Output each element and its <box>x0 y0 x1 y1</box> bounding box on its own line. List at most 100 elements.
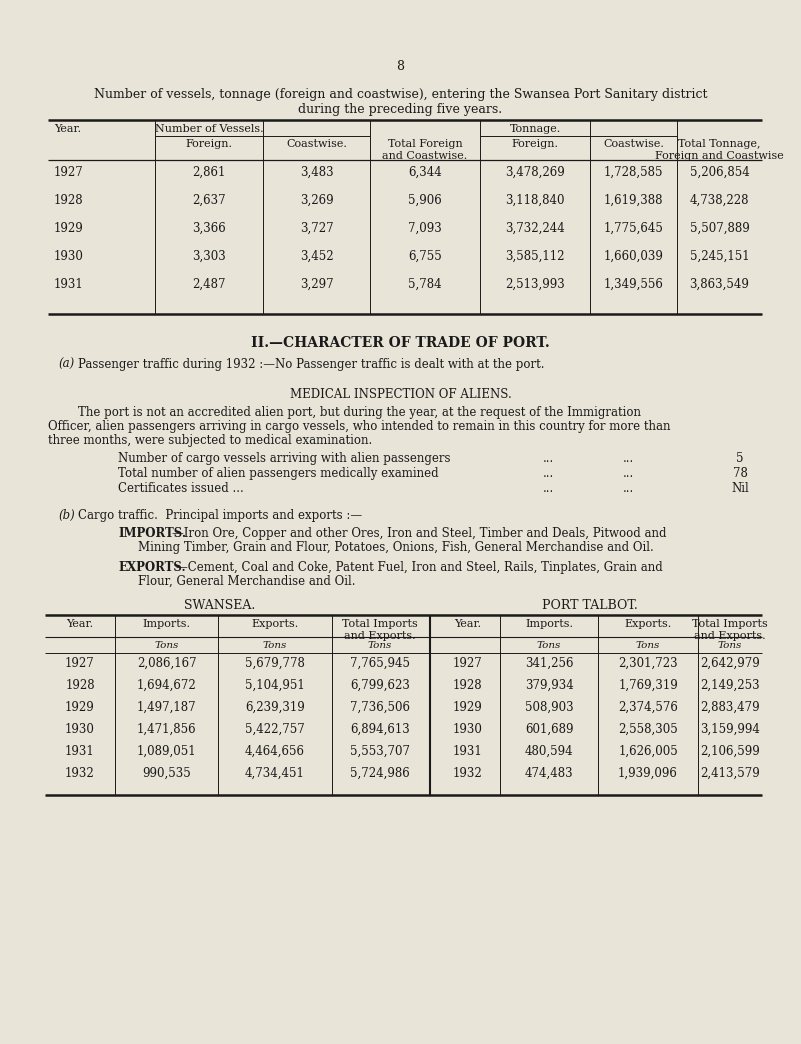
Text: 1,497,187: 1,497,187 <box>137 701 196 714</box>
Text: The port is not an accredited alien port, but during the year, at the request of: The port is not an accredited alien port… <box>48 406 641 419</box>
Text: 3,269: 3,269 <box>300 194 333 207</box>
Text: 480,594: 480,594 <box>525 745 574 758</box>
Text: 2,106,599: 2,106,599 <box>700 745 760 758</box>
Text: 2,149,253: 2,149,253 <box>700 679 760 692</box>
Text: Tonnage.: Tonnage. <box>509 124 561 134</box>
Text: 2,558,305: 2,558,305 <box>618 723 678 736</box>
Text: 3,585,112: 3,585,112 <box>505 250 565 263</box>
Text: 6,894,613: 6,894,613 <box>350 723 410 736</box>
Text: 5,724,986: 5,724,986 <box>350 767 410 780</box>
Text: Total Imports
and Exports.: Total Imports and Exports. <box>692 619 768 641</box>
Text: 1,728,585: 1,728,585 <box>604 166 663 179</box>
Text: Coastwise.: Coastwise. <box>286 139 347 149</box>
Text: 8: 8 <box>396 60 405 73</box>
Text: Foreign.: Foreign. <box>186 139 232 149</box>
Text: 6,239,319: 6,239,319 <box>245 701 305 714</box>
Text: 1,089,051: 1,089,051 <box>137 745 196 758</box>
Text: Nil: Nil <box>731 482 749 495</box>
Text: 1931: 1931 <box>453 745 482 758</box>
Text: 1,471,856: 1,471,856 <box>137 723 196 736</box>
Text: PORT TALBOT.: PORT TALBOT. <box>542 599 638 612</box>
Text: 1,694,672: 1,694,672 <box>137 679 196 692</box>
Text: 2,374,576: 2,374,576 <box>618 701 678 714</box>
Text: 341,256: 341,256 <box>525 657 574 670</box>
Text: 1927: 1927 <box>453 657 482 670</box>
Text: ...: ... <box>622 452 634 465</box>
Text: IMPORTS.: IMPORTS. <box>118 527 186 540</box>
Text: 3,863,549: 3,863,549 <box>690 278 750 291</box>
Text: 1930: 1930 <box>453 723 482 736</box>
Text: 7,093: 7,093 <box>409 222 442 235</box>
Text: Number of vessels, tonnage (foreign and coastwise), entering the Swansea Port Sa: Number of vessels, tonnage (foreign and … <box>94 88 707 101</box>
Text: 1929: 1929 <box>54 222 84 235</box>
Text: 1929: 1929 <box>65 701 95 714</box>
Text: 5,507,889: 5,507,889 <box>690 222 750 235</box>
Text: Tons: Tons <box>718 641 743 650</box>
Text: II.—CHARACTER OF TRADE OF PORT.: II.—CHARACTER OF TRADE OF PORT. <box>252 336 549 350</box>
Text: 1,660,039: 1,660,039 <box>604 250 663 263</box>
Text: Number of Vessels.: Number of Vessels. <box>155 124 264 134</box>
Text: 4,734,451: 4,734,451 <box>245 767 305 780</box>
Text: 5: 5 <box>736 452 744 465</box>
Text: 1928: 1928 <box>54 194 83 207</box>
Text: 3,483: 3,483 <box>300 166 333 179</box>
Text: Tons: Tons <box>537 641 562 650</box>
Text: 2,637: 2,637 <box>192 194 226 207</box>
Text: 1928: 1928 <box>65 679 95 692</box>
Text: 1,626,005: 1,626,005 <box>618 745 678 758</box>
Text: Year.: Year. <box>66 619 94 628</box>
Text: 3,118,840: 3,118,840 <box>505 194 565 207</box>
Text: 1927: 1927 <box>54 166 84 179</box>
Text: 1927: 1927 <box>65 657 95 670</box>
Text: ...: ... <box>542 452 553 465</box>
Text: 7,765,945: 7,765,945 <box>350 657 410 670</box>
Text: ...: ... <box>622 482 634 495</box>
Text: Total Foreign
and Coastwise.: Total Foreign and Coastwise. <box>382 139 468 161</box>
Text: 1,775,645: 1,775,645 <box>604 222 663 235</box>
Text: 2,861: 2,861 <box>192 166 226 179</box>
Text: 2,883,479: 2,883,479 <box>700 701 760 714</box>
Text: 3,366: 3,366 <box>192 222 226 235</box>
Text: 508,903: 508,903 <box>525 701 574 714</box>
Text: Passenger traffic during 1932 :—No Passenger traffic is dealt with at the port.: Passenger traffic during 1932 :—No Passe… <box>78 358 545 371</box>
Text: Exports.: Exports. <box>252 619 299 628</box>
Text: 990,535: 990,535 <box>142 767 191 780</box>
Text: 3,159,994: 3,159,994 <box>700 723 760 736</box>
Text: Coastwise.: Coastwise. <box>603 139 664 149</box>
Text: —Cement, Coal and Coke, Patent Fuel, Iron and Steel, Rails, Tinplates, Grain and: —Cement, Coal and Coke, Patent Fuel, Iro… <box>176 561 662 574</box>
Text: Exports.: Exports. <box>624 619 671 628</box>
Text: 3,727: 3,727 <box>300 222 333 235</box>
Text: ...: ... <box>542 467 553 480</box>
Text: Number of cargo vessels arriving with alien passengers: Number of cargo vessels arriving with al… <box>118 452 450 465</box>
Text: 3,297: 3,297 <box>300 278 333 291</box>
Text: 6,344: 6,344 <box>409 166 442 179</box>
Text: 1,619,388: 1,619,388 <box>604 194 663 207</box>
Text: 1,769,319: 1,769,319 <box>618 679 678 692</box>
Text: 1930: 1930 <box>54 250 84 263</box>
Text: 2,413,579: 2,413,579 <box>700 767 760 780</box>
Text: 2,301,723: 2,301,723 <box>618 657 678 670</box>
Text: Mining Timber, Grain and Flour, Potatoes, Onions, Fish, General Merchandise and : Mining Timber, Grain and Flour, Potatoes… <box>138 541 654 554</box>
Text: 5,553,707: 5,553,707 <box>350 745 410 758</box>
Text: Tons: Tons <box>368 641 392 650</box>
Text: 5,104,951: 5,104,951 <box>245 679 305 692</box>
Text: 4,738,228: 4,738,228 <box>690 194 749 207</box>
Text: 1928: 1928 <box>453 679 482 692</box>
Text: Year.: Year. <box>454 619 481 628</box>
Text: Foreign.: Foreign. <box>512 139 558 149</box>
Text: 5,422,757: 5,422,757 <box>245 723 305 736</box>
Text: Tons: Tons <box>636 641 660 650</box>
Text: 7,736,506: 7,736,506 <box>350 701 410 714</box>
Text: 6,755: 6,755 <box>409 250 442 263</box>
Text: Officer, alien passengers arriving in cargo vessels, who intended to remain in t: Officer, alien passengers arriving in ca… <box>48 420 670 433</box>
Text: ...: ... <box>622 467 634 480</box>
Text: Total Tonnage,
Foreign and Coastwise: Total Tonnage, Foreign and Coastwise <box>655 139 784 161</box>
Text: 601,689: 601,689 <box>525 723 574 736</box>
Text: (b): (b) <box>58 509 74 522</box>
Text: 5,784: 5,784 <box>409 278 442 291</box>
Text: 474,483: 474,483 <box>525 767 574 780</box>
Text: 6,799,623: 6,799,623 <box>350 679 410 692</box>
Text: 5,245,151: 5,245,151 <box>690 250 749 263</box>
Text: 1929: 1929 <box>453 701 482 714</box>
Text: 2,642,979: 2,642,979 <box>700 657 760 670</box>
